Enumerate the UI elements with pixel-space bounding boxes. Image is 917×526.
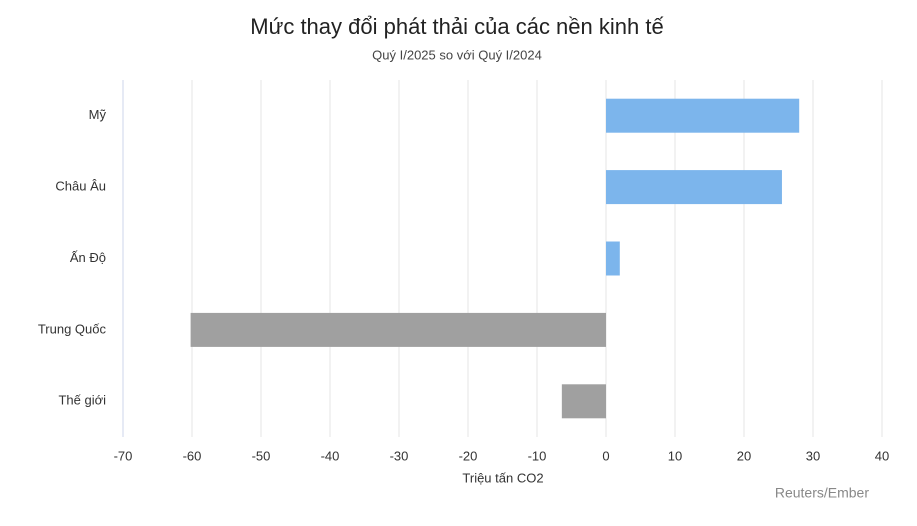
source: Reuters/Ember <box>775 485 869 501</box>
bar <box>606 98 800 133</box>
y-tick-label: Mỹ <box>89 107 107 122</box>
y-tick-label: Trung Quốc <box>38 321 107 336</box>
bar <box>190 312 606 347</box>
bar <box>561 384 606 419</box>
x-tick-label: 40 <box>875 448 889 463</box>
chart-title: Mức thay đổi phát thải của các nền kinh … <box>250 14 663 39</box>
y-tick-label: Thế giới <box>58 393 106 408</box>
y-tick-label: Ấn Độ <box>70 250 106 265</box>
x-tick-label: -40 <box>321 448 340 463</box>
x-tick-label: 10 <box>668 448 682 463</box>
bar <box>606 170 782 205</box>
x-tick-label: 20 <box>737 448 751 463</box>
x-tick-label: -50 <box>252 448 271 463</box>
x-tick-label: -10 <box>528 448 547 463</box>
x-tick-label: 0 <box>602 448 609 463</box>
chart-subtitle: Quý I/2025 so với Quý I/2024 <box>372 47 542 62</box>
x-tick-label: -30 <box>390 448 409 463</box>
x-tick-label: -60 <box>183 448 202 463</box>
x-tick-label: 30 <box>806 448 820 463</box>
x-tick-label: -20 <box>459 448 478 463</box>
bar <box>606 241 620 276</box>
x-axis-label: Triệu tấn CO2 <box>462 470 543 485</box>
y-tick-label: Châu Âu <box>55 179 106 194</box>
x-tick-label: -70 <box>114 448 133 463</box>
